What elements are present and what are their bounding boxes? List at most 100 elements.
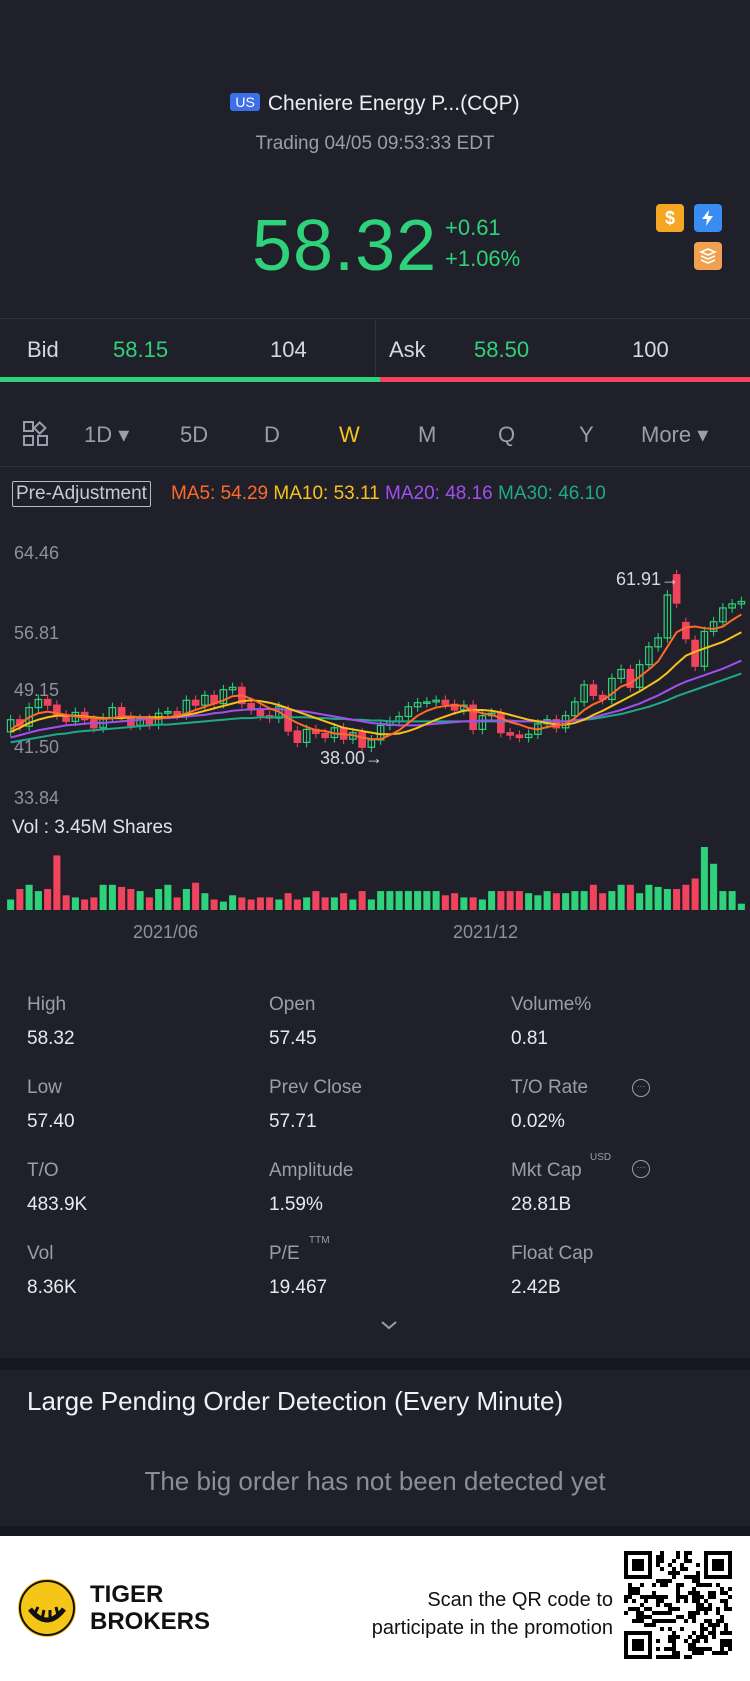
volume-bar: [349, 899, 357, 910]
qr-module: [720, 1631, 724, 1635]
volume-bar: [562, 893, 570, 910]
qr-module: [648, 1615, 652, 1619]
qr-module: [660, 1567, 664, 1571]
chevron-down-icon[interactable]: [379, 1318, 399, 1337]
tab-more[interactable]: More ▾: [641, 422, 709, 447]
volume-bar: [654, 886, 662, 910]
qr-module: [724, 1623, 728, 1627]
volume-bar: [377, 891, 385, 910]
large-pending-title: Large Pending Order Detection (Every Min…: [27, 1386, 564, 1416]
qr-module: [628, 1587, 632, 1591]
qr-module: [716, 1619, 720, 1623]
more-info-icon[interactable]: ···: [632, 1079, 650, 1097]
qr-finder: [632, 1639, 644, 1651]
qr-module: [676, 1587, 680, 1591]
qr-module: [716, 1651, 720, 1655]
candle-down: [43, 698, 52, 706]
qr-module: [692, 1643, 696, 1647]
qr-module: [712, 1631, 716, 1635]
candle-up: [617, 668, 625, 680]
dollar-icon[interactable]: $: [656, 204, 684, 232]
tab-1d[interactable]: 1D ▾: [84, 422, 130, 447]
x-label-2021-12: 2021/12: [453, 922, 519, 942]
ask-size: 100: [632, 337, 669, 362]
qr-module: [656, 1563, 660, 1567]
lightning-level1-icon[interactable]: [694, 204, 722, 232]
qr-module: [692, 1595, 696, 1599]
qr-module: [672, 1643, 676, 1647]
qr-module: [720, 1647, 724, 1651]
qr-module: [692, 1587, 696, 1591]
volume-bar: [728, 891, 736, 910]
tab-quarter[interactable]: Q: [498, 422, 516, 447]
qr-module: [688, 1635, 692, 1639]
ma30-line: [10, 672, 742, 744]
tiger-logo: [18, 1579, 76, 1637]
qr-module: [712, 1627, 716, 1631]
candle-down: [469, 704, 477, 731]
qr-module: [664, 1595, 668, 1599]
ma5-value: MA5: 54.29: [170, 483, 269, 504]
qr-module: [700, 1651, 704, 1655]
qr-module: [684, 1575, 688, 1579]
qr-module: [696, 1639, 700, 1643]
volume-bar: [275, 899, 283, 910]
qr-module: [656, 1619, 660, 1623]
tab-5d[interactable]: 5D: [180, 422, 209, 447]
qr-module: [668, 1571, 672, 1575]
volume-bar: [617, 884, 625, 910]
volume-bar: [81, 899, 89, 910]
qr-module: [668, 1619, 672, 1623]
qr-module: [676, 1615, 680, 1619]
qr-module: [724, 1631, 728, 1635]
qr-module: [700, 1607, 704, 1611]
price-chart[interactable]: [0, 540, 750, 810]
tab-month[interactable]: M: [418, 422, 437, 447]
qr-module: [696, 1591, 700, 1595]
qr-module: [640, 1603, 644, 1607]
qr-code[interactable]: [624, 1551, 732, 1659]
qr-module: [692, 1591, 696, 1595]
qr-module: [684, 1619, 688, 1623]
pre-adjustment-button[interactable]: Pre-Adjustment: [12, 481, 151, 507]
qr-module: [624, 1599, 628, 1603]
education-icon[interactable]: [694, 242, 722, 270]
more-info-icon[interactable]: ···: [632, 1160, 650, 1178]
qr-module: [624, 1611, 628, 1615]
volume-bar: [423, 891, 431, 910]
qr-module: [684, 1567, 688, 1571]
qr-module: [696, 1579, 700, 1583]
qr-module: [668, 1655, 672, 1659]
qr-module: [672, 1571, 676, 1575]
volume-bar: [16, 889, 24, 910]
qr-module: [708, 1595, 712, 1599]
qr-module: [688, 1643, 692, 1647]
volume-bar: [219, 901, 227, 910]
qr-module: [704, 1647, 708, 1651]
volume-bar: [284, 893, 292, 910]
volume-bar: [608, 891, 616, 910]
qr-module: [676, 1635, 680, 1639]
ask-price: 58.50: [474, 337, 530, 362]
qr-module: [708, 1607, 712, 1611]
qr-module: [684, 1559, 688, 1563]
volume-chart[interactable]: [0, 840, 750, 910]
trading-status: Trading 04/05 09:53:33 EDT: [255, 133, 495, 154]
stat-label-open: Open: [269, 994, 316, 1015]
qr-module: [684, 1551, 688, 1555]
qr-module: [716, 1623, 720, 1627]
volume-bar: [25, 884, 33, 910]
qr-module: [720, 1619, 724, 1623]
qr-module: [700, 1631, 704, 1635]
qr-module: [664, 1611, 668, 1615]
tab-day[interactable]: D: [264, 422, 280, 447]
qr-module: [680, 1627, 684, 1631]
volume-bar: [173, 897, 181, 910]
candle-up: [737, 600, 746, 605]
tab-year[interactable]: Y: [579, 422, 594, 447]
qr-module: [724, 1603, 728, 1607]
layout-grid-icon[interactable]: [22, 420, 50, 453]
promo-footer: TIGER BROKERS Scan the QR code to partic…: [0, 1536, 750, 1681]
tab-week[interactable]: W: [339, 422, 360, 447]
qr-module: [708, 1619, 712, 1623]
